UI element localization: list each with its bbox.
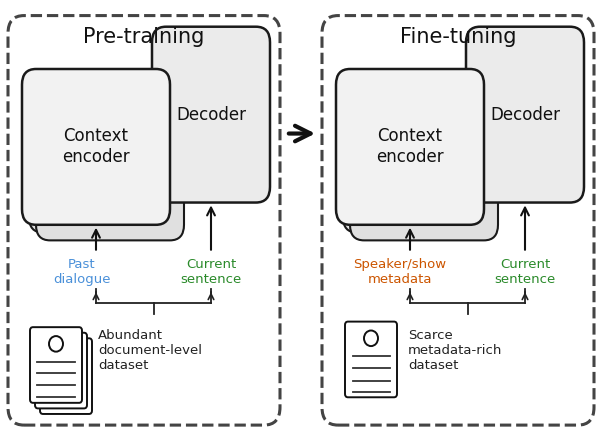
Text: Context
encoder: Context encoder <box>62 128 130 166</box>
FancyBboxPatch shape <box>29 77 177 233</box>
FancyBboxPatch shape <box>40 338 92 414</box>
Circle shape <box>364 331 378 346</box>
FancyBboxPatch shape <box>30 327 82 403</box>
FancyBboxPatch shape <box>336 69 484 225</box>
FancyBboxPatch shape <box>36 85 184 240</box>
Circle shape <box>49 336 63 352</box>
FancyBboxPatch shape <box>466 27 584 203</box>
Text: Past
dialogue: Past dialogue <box>53 258 111 286</box>
Text: Speaker/show
metadata: Speaker/show metadata <box>353 258 446 286</box>
FancyBboxPatch shape <box>343 77 491 233</box>
FancyBboxPatch shape <box>8 16 280 425</box>
Text: Current
sentence: Current sentence <box>495 258 556 286</box>
FancyBboxPatch shape <box>350 85 498 240</box>
Text: Pre-training: Pre-training <box>83 27 205 47</box>
Text: Fine-tuning: Fine-tuning <box>400 27 516 47</box>
Text: Scarce
metadata-rich
dataset: Scarce metadata-rich dataset <box>408 329 503 372</box>
FancyBboxPatch shape <box>322 16 594 425</box>
FancyBboxPatch shape <box>345 322 397 397</box>
Text: Abundant
document-level
dataset: Abundant document-level dataset <box>98 329 202 372</box>
Text: Current
sentence: Current sentence <box>181 258 242 286</box>
Text: Context
encoder: Context encoder <box>376 128 444 166</box>
FancyBboxPatch shape <box>35 333 87 408</box>
FancyBboxPatch shape <box>22 69 170 225</box>
FancyBboxPatch shape <box>152 27 270 203</box>
Text: Decoder: Decoder <box>490 105 560 124</box>
Text: Decoder: Decoder <box>176 105 246 124</box>
